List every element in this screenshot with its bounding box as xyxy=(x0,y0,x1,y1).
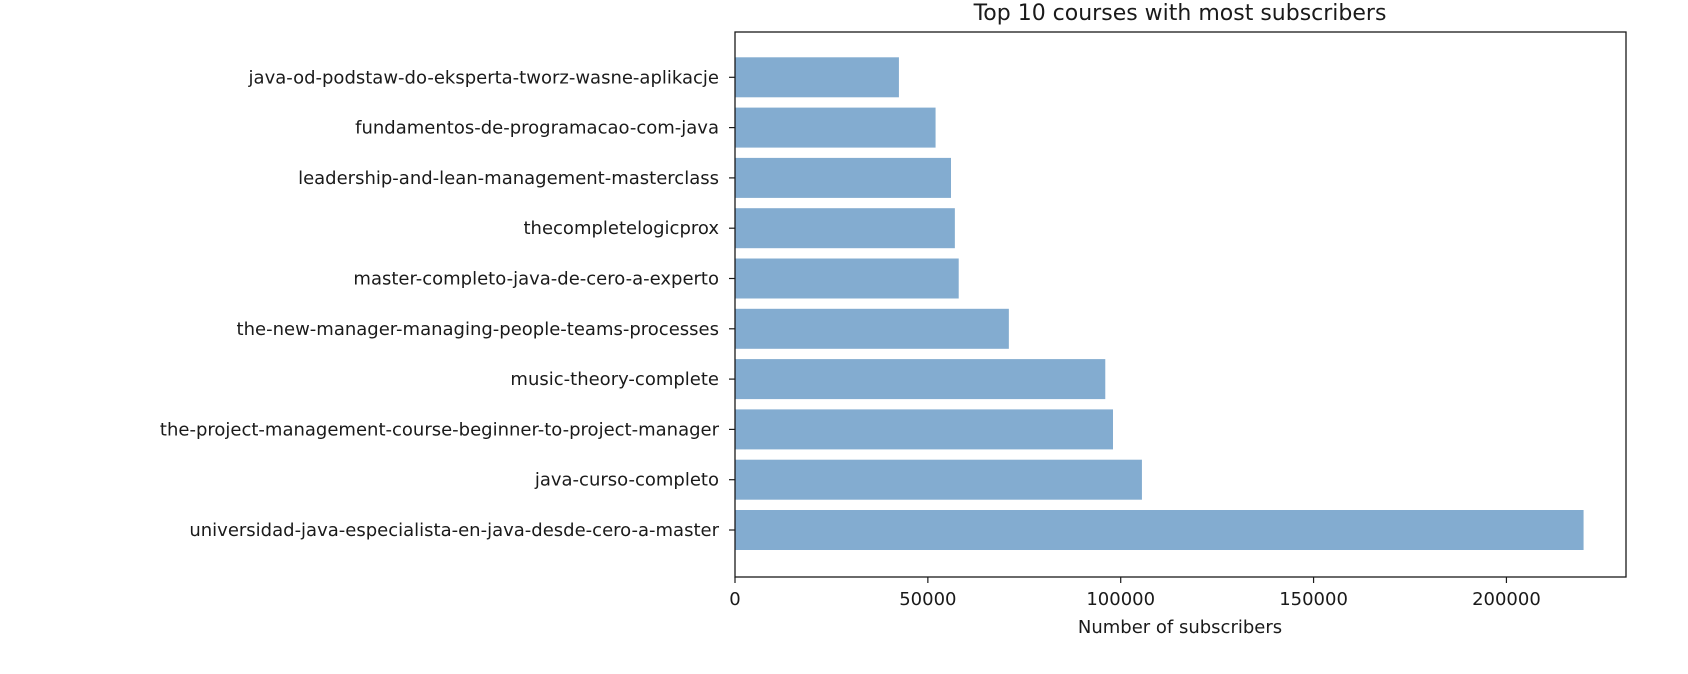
y-tick-label: the-new-manager-managing-people-teams-pr… xyxy=(237,319,719,340)
y-tick-label: fundamentos-de-programacao-com-java xyxy=(355,118,719,139)
bar xyxy=(735,208,955,249)
bar xyxy=(735,258,959,299)
y-tick-label: the-project-management-course-beginner-t… xyxy=(160,419,720,440)
y-tick-label: java-curso-completo xyxy=(534,470,719,491)
bar xyxy=(735,510,1584,550)
plot-frame xyxy=(734,31,1627,578)
x-axis-label: Number of subscribers xyxy=(1078,617,1282,638)
bar xyxy=(735,57,899,98)
x-tick-label: 200000 xyxy=(1472,589,1541,610)
x-tick-label: 150000 xyxy=(1279,589,1348,610)
y-tick-label: java-od-podstaw-do-eksperta-tworz-wasne-… xyxy=(248,67,719,88)
y-tick-label: universidad-java-especialista-en-java-de… xyxy=(189,520,719,541)
bars-group xyxy=(735,57,1584,550)
y-tick-labels: universidad-java-especialista-en-java-de… xyxy=(160,67,735,541)
y-tick-label: leadership-and-lean-management-mastercla… xyxy=(298,168,719,189)
x-tick-label: 50000 xyxy=(899,589,956,610)
bar xyxy=(735,459,1142,500)
bar xyxy=(735,157,951,198)
x-ticks: 0 50000 100000 150000 200000 xyxy=(729,577,1541,610)
y-tick-label: master-completo-java-de-cero-a-experto xyxy=(353,269,719,290)
y-tick-label: thecompletelogicprox xyxy=(524,218,720,239)
x-tick-label: 0 xyxy=(729,589,740,610)
chart-title: Top 10 courses with most subscribers xyxy=(973,1,1387,26)
bar xyxy=(735,359,1106,400)
bar xyxy=(735,308,1009,349)
bar xyxy=(735,409,1113,450)
bar xyxy=(735,107,936,148)
x-tick-label: 100000 xyxy=(1086,589,1155,610)
y-tick-label: music-theory-complete xyxy=(510,369,719,390)
